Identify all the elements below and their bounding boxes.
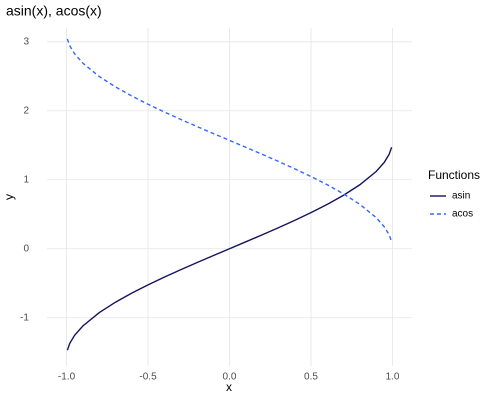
x-tick-label: 0.0 — [223, 372, 237, 383]
y-tick-label: -1 — [20, 312, 29, 323]
y-tick-label: 1 — [23, 174, 29, 185]
x-tick-label: -0.5 — [139, 372, 157, 383]
y-tick-label: 0 — [23, 243, 29, 254]
chart-title: asin(x), acos(x) — [6, 3, 102, 19]
series-line — [66, 147, 393, 351]
legend-label: asin — [452, 191, 470, 202]
x-tick-label: -1.0 — [58, 372, 76, 383]
y-tick-label: 2 — [23, 105, 29, 116]
legend-title: Functions — [428, 168, 480, 182]
y-axis-label: y — [2, 194, 16, 200]
x-axis-label: x — [226, 380, 232, 394]
series-line — [66, 38, 393, 243]
x-tick-label: 0.5 — [304, 372, 318, 383]
y-tick-label: 3 — [23, 36, 29, 47]
x-tick-label: 1.0 — [385, 372, 399, 383]
legend-label: acos — [452, 209, 473, 220]
